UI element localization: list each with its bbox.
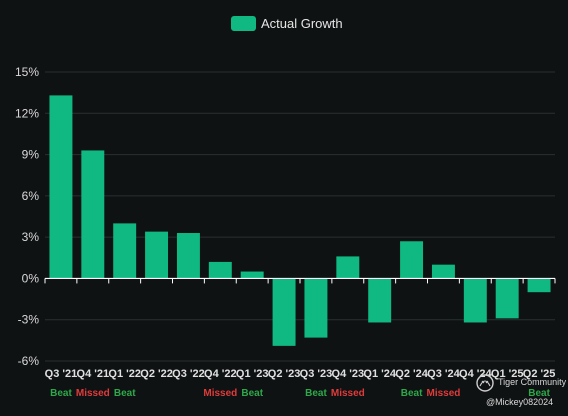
- x-tick-label: Q1 '22: [108, 368, 141, 380]
- watermark-user: @Mickey082024: [486, 397, 553, 407]
- result-label: Missed: [76, 388, 110, 399]
- bar[interactable]: [336, 256, 360, 279]
- bar[interactable]: [527, 278, 551, 293]
- bar[interactable]: [368, 278, 392, 323]
- x-tick-label: Q1 '25: [491, 368, 524, 380]
- bar[interactable]: [304, 278, 328, 338]
- bar[interactable]: [495, 278, 519, 319]
- y-tick-label: 12%: [15, 106, 39, 120]
- watermark-brand: Tiger Community: [498, 377, 567, 387]
- x-tick-label: Q4 '23: [332, 368, 365, 380]
- y-tick-label: 6%: [22, 189, 40, 203]
- bar[interactable]: [176, 233, 200, 279]
- result-label: Missed: [426, 388, 460, 399]
- bar[interactable]: [463, 278, 487, 323]
- bars: [49, 95, 551, 346]
- bar[interactable]: [431, 264, 455, 279]
- x-tick-label: Q1 '23: [236, 368, 269, 380]
- result-label: Beat: [50, 388, 72, 399]
- x-tick-label: Q4 '24: [459, 368, 492, 380]
- x-tick-label: Q3 '21: [45, 368, 78, 380]
- x-tick-label: Q4 '21: [77, 368, 110, 380]
- x-tick-label: Q3 '24: [427, 368, 460, 380]
- y-tick-label: 0%: [22, 271, 40, 285]
- result-label: Beat: [114, 388, 136, 399]
- bar[interactable]: [272, 278, 296, 346]
- x-tick-label: Q2 '24: [395, 368, 428, 380]
- y-tick-label: 3%: [22, 230, 40, 244]
- legend-label: Actual Growth: [261, 16, 343, 31]
- x-tick-label: Q2 '22: [140, 368, 173, 380]
- result-label: Beat: [528, 388, 550, 399]
- watermark: Tiger Community @Mickey082024: [476, 374, 567, 407]
- bar[interactable]: [400, 241, 424, 279]
- y-tick-label: 9%: [22, 148, 40, 162]
- y-tick-label: -3%: [18, 313, 40, 327]
- bar[interactable]: [208, 261, 232, 279]
- legend-swatch: [231, 16, 256, 31]
- x-tick-label: Q4 '22: [204, 368, 237, 380]
- x-tick-label: Q3 '23: [300, 368, 333, 380]
- bar[interactable]: [145, 231, 169, 279]
- bar[interactable]: [81, 150, 105, 279]
- bar[interactable]: [113, 223, 137, 279]
- result-label: Beat: [401, 388, 423, 399]
- tiger-logo-icon: [476, 374, 494, 392]
- result-label: Missed: [203, 388, 237, 399]
- result-label: Missed: [331, 388, 365, 399]
- axes: -6% -3% 0% 3% 6% 9% 12% 15% Q3 '21 Beat Q4 '21 Miss…: [15, 65, 556, 399]
- bar[interactable]: [49, 95, 73, 279]
- y-tick-label: 15%: [15, 65, 39, 79]
- result-label: Beat: [241, 388, 263, 399]
- x-tick-label: Q1 '24: [363, 368, 396, 380]
- x-tick-label: Q2 '23: [268, 368, 301, 380]
- result-label: Beat: [305, 388, 327, 399]
- x-tick-label: Q3 '22: [172, 368, 205, 380]
- y-tick-label: -6%: [18, 354, 40, 368]
- bar[interactable]: [240, 271, 264, 279]
- x-tick-label: Q2 '25: [523, 368, 556, 380]
- legend[interactable]: Actual Growth: [231, 16, 343, 31]
